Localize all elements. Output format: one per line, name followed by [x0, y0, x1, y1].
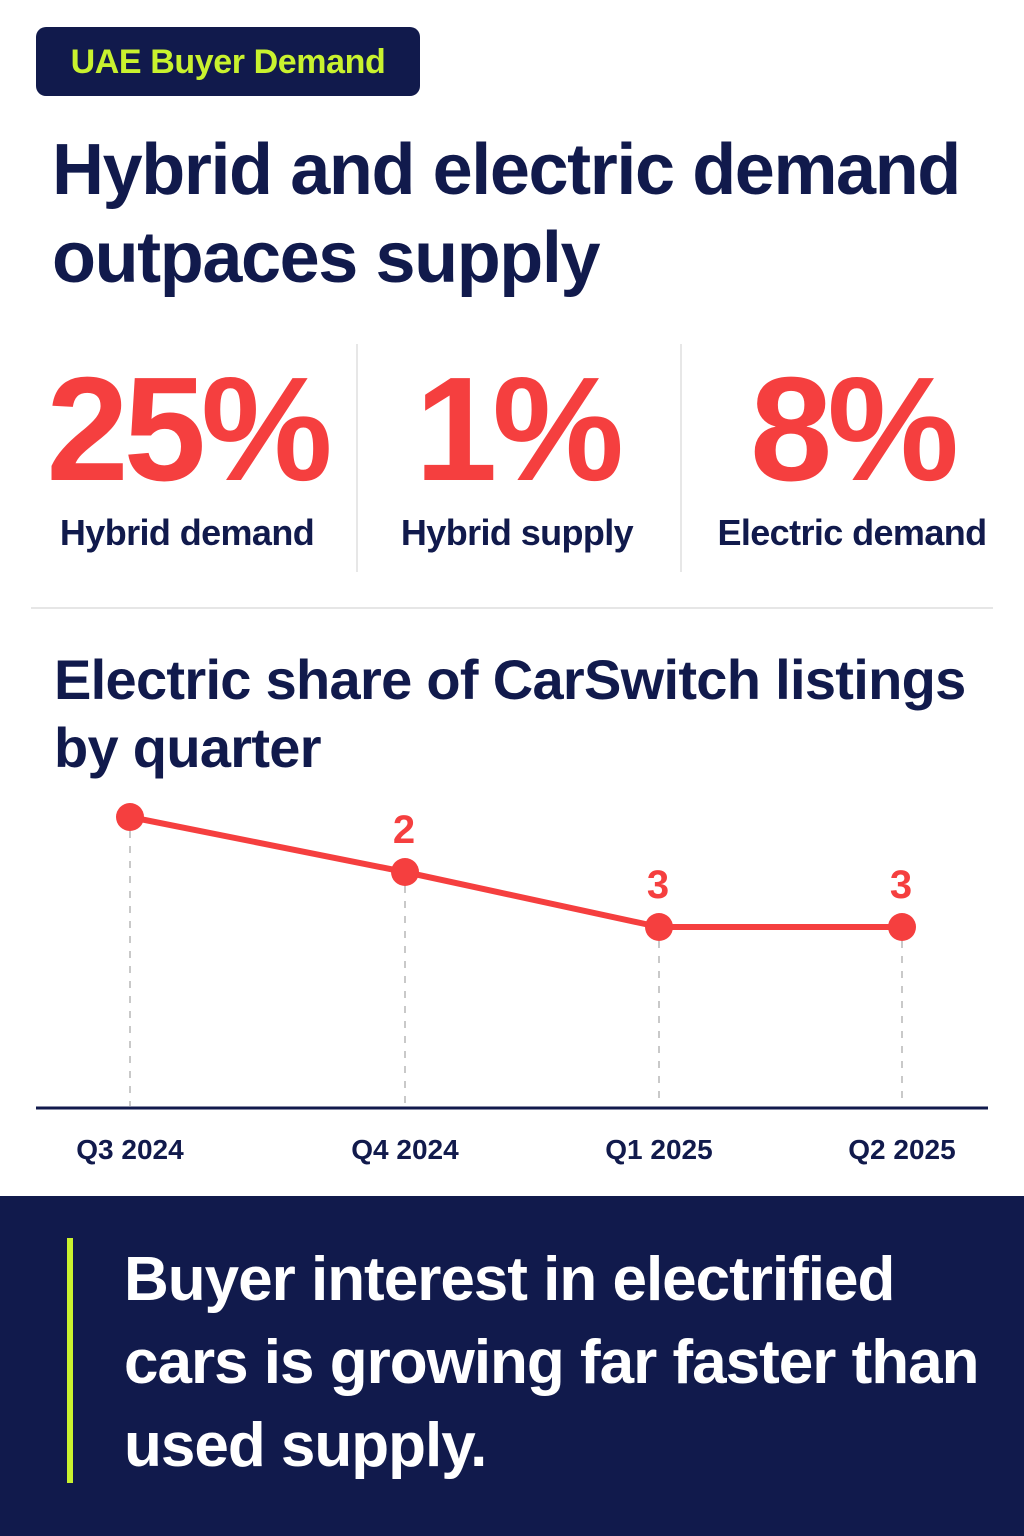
takeaway-panel: Buyer interest in electrified cars is gr…: [0, 1196, 1024, 1536]
topic-badge: UAE Buyer Demand: [36, 27, 420, 96]
electric-demand-label: Electric demand: [717, 512, 987, 553]
chart-labels: 1 Q3 2024 2 Q4 2024 3 Q1 2025 3 Q2 2025: [76, 790, 955, 1165]
key-statistics: 25% Hybrid demand 1% Hybrid supply 8% El…: [0, 344, 1024, 574]
data-label-4: 3: [890, 863, 912, 907]
data-label-1: 1: [118, 790, 140, 797]
x-tick-label-1: Q3 2024: [76, 1134, 184, 1165]
x-tick-label-4: Q2 2025: [848, 1134, 955, 1165]
hybrid-demand-label: Hybrid demand: [59, 512, 315, 553]
headline: Hybrid and electric demand outpaces supp…: [52, 130, 961, 298]
hybrid-supply-value: 1%: [415, 347, 624, 512]
line-chart-svg: 1 Q3 2024 2 Q4 2024 3 Q1 2025 3 Q2 2025: [36, 790, 988, 1165]
hybrid-demand-stat: 25% Hybrid demand: [34, 344, 340, 574]
hybrid-supply-stat: 1% Hybrid supply: [364, 344, 670, 574]
data-label-3: 3: [647, 863, 669, 907]
x-tick-label-2: Q4 2024: [351, 1134, 459, 1165]
electric-demand-stat: 8% Electric demand: [696, 344, 1008, 574]
hybrid-demand-value: 25%: [46, 347, 332, 512]
data-label-2: 2: [393, 808, 415, 852]
x-tick-label-3: Q1 2025: [605, 1134, 712, 1165]
data-point-1: [116, 803, 144, 831]
electric-share-line: [127, 814, 905, 930]
stat-divider-second: [680, 344, 682, 572]
electric-demand-value: 8%: [750, 347, 959, 512]
takeaway-accent-bar: [67, 1238, 73, 1483]
takeaway-text: Buyer interest in electrified cars is gr…: [124, 1245, 979, 1480]
section-divider: [31, 607, 993, 609]
data-point-2: [391, 858, 419, 886]
electric-share-line-chart: 1 Q3 2024 2 Q4 2024 3 Q1 2025 3 Q2 2025: [0, 790, 1024, 1180]
chart-title: Electric share of CarSwitch listings by …: [54, 648, 966, 779]
topic-badge-label: UAE Buyer Demand: [70, 42, 386, 81]
hybrid-supply-label: Hybrid supply: [400, 512, 634, 553]
data-point-3: [645, 913, 673, 941]
stat-divider-first: [356, 344, 358, 572]
data-point-4: [888, 913, 916, 941]
chart-series: [116, 803, 916, 941]
chart-guide-lines: [129, 831, 903, 1106]
